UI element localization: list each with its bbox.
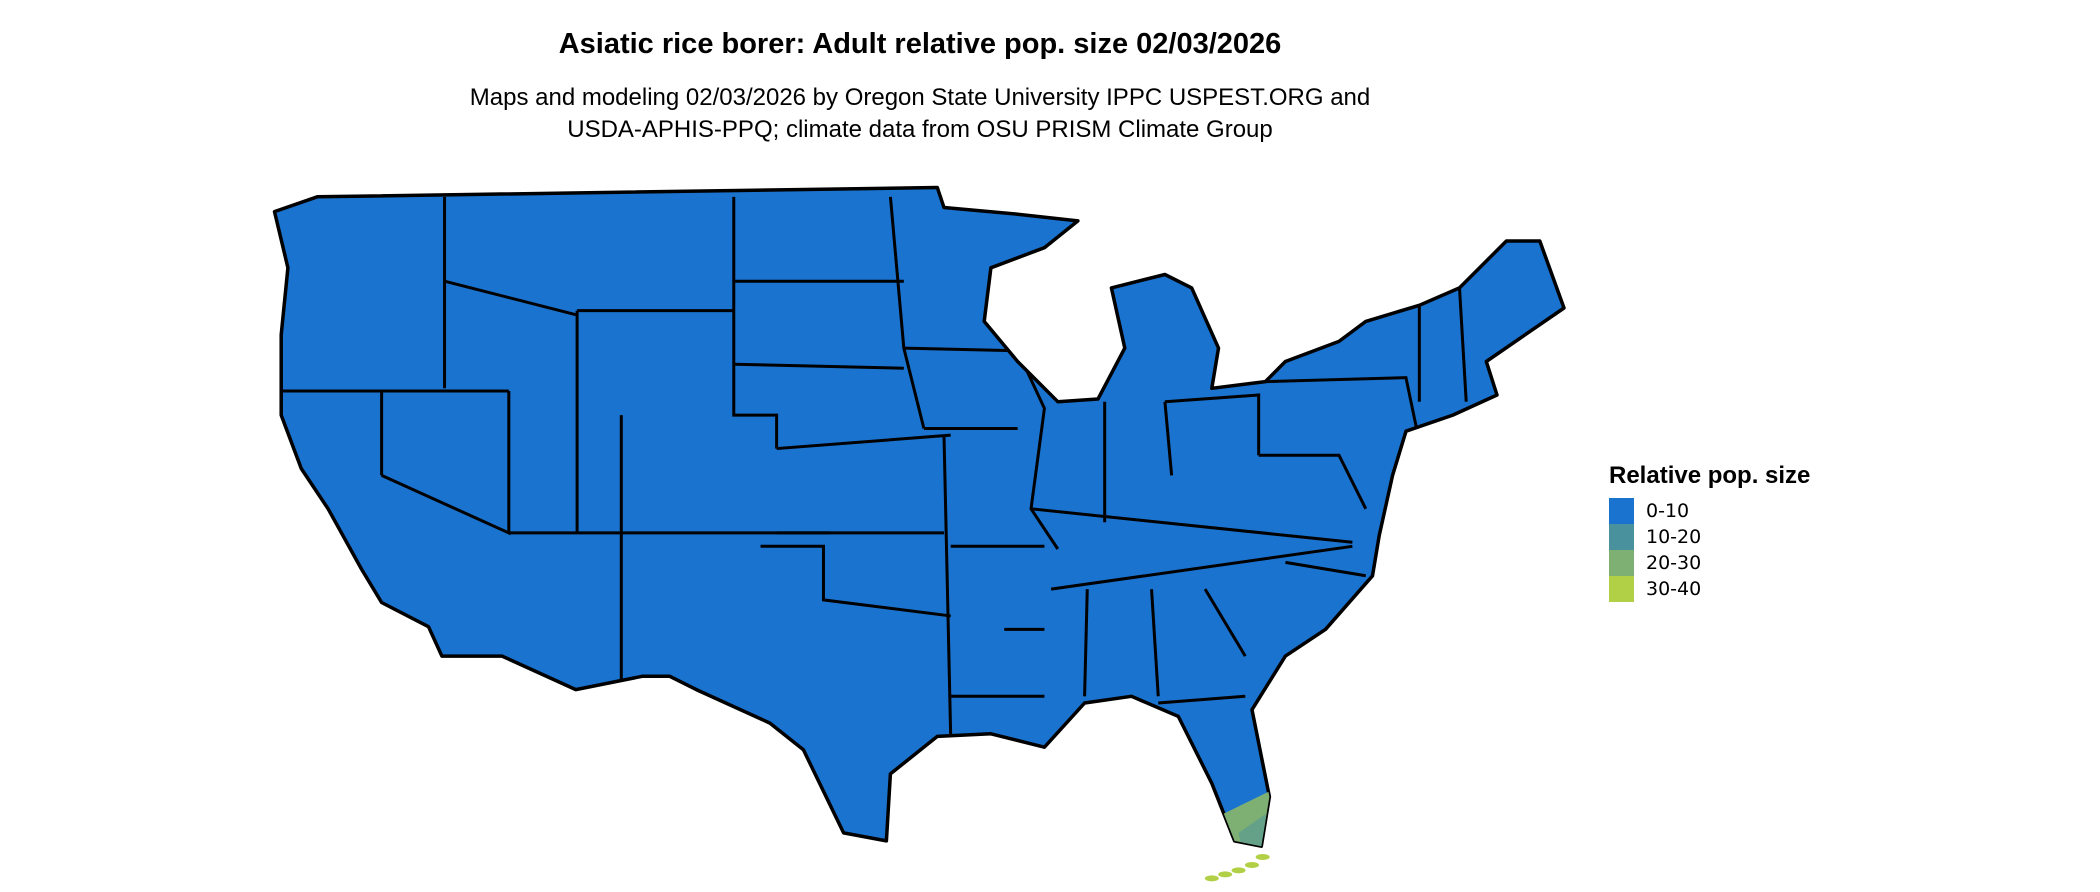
state-boundary [1158, 694, 1246, 705]
legend-label: 0-10 [1646, 500, 1690, 522]
legend-item: 30-40 [1609, 576, 1810, 602]
us-outline [272, 185, 1566, 848]
class-10-20-area [1238, 814, 1273, 847]
state-boundary [1258, 453, 1368, 510]
map-subtitle-line-2: USDA-APHIS-PPQ; climate data from OSU PR… [567, 116, 1273, 143]
legend: Relative pop. size 0-10 10-20 20-30 30-40 [1609, 462, 1810, 602]
state-boundary [1050, 544, 1353, 591]
state-boundary [776, 433, 951, 451]
legend-item: 10-20 [1609, 524, 1810, 550]
class-30-40-area [1204, 875, 1219, 882]
state-boundary [942, 435, 953, 737]
legend-swatch [1609, 576, 1634, 602]
class-30-40-area [1244, 861, 1259, 868]
legend-swatch [1609, 524, 1634, 550]
state-boundary [1016, 350, 1060, 550]
florida-keys [1204, 853, 1270, 882]
class-30-40-area [1218, 871, 1233, 878]
state-boundary [1265, 376, 1421, 443]
state-boundary [732, 196, 779, 449]
map-title: Asiatic rice borer: Adult relative pop. … [558, 28, 1282, 60]
legend-item: 20-30 [1609, 550, 1810, 576]
state-boundary [1030, 507, 1353, 544]
legend-item: 0-10 [1609, 498, 1810, 524]
state-boundary [1285, 560, 1367, 578]
state-boundary [1083, 589, 1089, 697]
legend-swatch [1609, 498, 1634, 524]
legend-label: 10-20 [1646, 526, 1702, 548]
state-boundary [760, 544, 951, 618]
legend-label: 30-40 [1646, 578, 1702, 600]
map-subtitle-line-1: Maps and modeling 02/03/2026 by Oregon S… [469, 84, 1371, 111]
state-boundary [1203, 588, 1247, 657]
state-boundary [1163, 401, 1174, 476]
state-boundary [1150, 589, 1160, 697]
class-30-40-area [1255, 853, 1270, 860]
legend-swatch [1609, 550, 1634, 576]
state-boundary [1458, 287, 1468, 402]
legend-title: Relative pop. size [1609, 462, 1811, 489]
state-boundary [444, 279, 577, 317]
south-florida-high-region [1205, 790, 1286, 847]
legend-label: 20-30 [1646, 552, 1702, 574]
state-boundary [1164, 393, 1261, 456]
state-boundary [903, 346, 1018, 353]
state-boundaries [281, 196, 1468, 737]
class-30-40-area [1231, 867, 1246, 874]
state-boundary [733, 362, 904, 370]
